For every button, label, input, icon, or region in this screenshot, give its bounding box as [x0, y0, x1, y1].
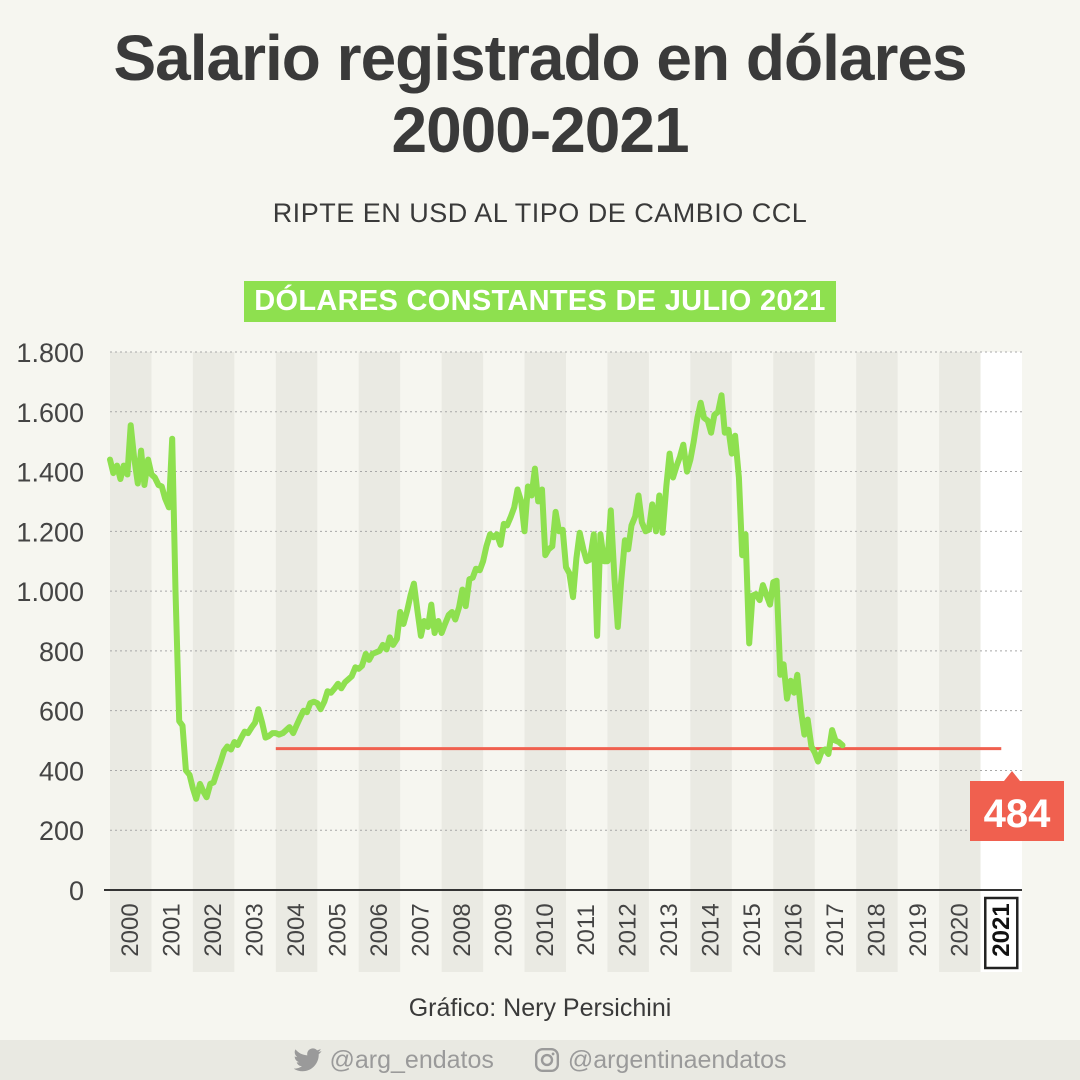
y-tick-label: 0 — [69, 876, 84, 906]
x-tick-label-2008: 2008 — [449, 903, 476, 956]
chart-title: Salario registrado en dólares 2000-2021 — [0, 22, 1080, 166]
x-tick-label-2012: 2012 — [615, 903, 642, 956]
y-tick-label: 600 — [39, 697, 84, 727]
x-tick-label-2005: 2005 — [325, 903, 352, 956]
x-tick-label-2009: 2009 — [490, 903, 517, 956]
x-tick-label-2000: 2000 — [117, 903, 144, 956]
y-tick-label: 200 — [39, 816, 84, 846]
year-band-2014 — [690, 352, 732, 972]
x-tick-label-2014: 2014 — [698, 903, 725, 956]
year-band-2020 — [939, 352, 981, 972]
instagram-icon — [534, 1047, 559, 1073]
year-band-2004 — [275, 352, 318, 972]
year-band-2010 — [524, 352, 566, 972]
y-tick-label: 1.400 — [16, 458, 84, 488]
badge-container: DÓLARES CONSTANTES DE JULIO 2021 — [0, 281, 1080, 322]
year-band-2002 — [192, 352, 235, 972]
y-tick-label: 800 — [39, 637, 84, 667]
year-band-2021 — [980, 352, 1022, 972]
x-tick-label-2004: 2004 — [283, 903, 310, 956]
year-band-2012 — [607, 352, 649, 972]
year-band-2018 — [856, 352, 898, 972]
x-tick-label-2001: 2001 — [159, 903, 186, 956]
x-tick-label-2002: 2002 — [200, 903, 227, 956]
highlight-year-box — [984, 896, 1019, 970]
x-tick-label-2019: 2019 — [905, 903, 932, 956]
last-value-label: 484 — [984, 792, 1051, 836]
x-tick-label-2006: 2006 — [366, 903, 393, 956]
x-tick-label-2021: 2021 — [988, 903, 1015, 956]
x-tick-label-2010: 2010 — [532, 903, 559, 956]
x-tick-label-2003: 2003 — [242, 903, 269, 956]
year-band-2008 — [441, 352, 484, 972]
x-tick-label-2007: 2007 — [407, 903, 434, 956]
chart-title-line-1: Salario registrado en dólares — [113, 22, 967, 94]
instagram-handle-text: @argentinaendatos — [567, 1045, 787, 1074]
x-tick-label-2018: 2018 — [863, 903, 890, 956]
x-tick-label-2020: 2020 — [946, 903, 973, 956]
y-tick-label: 400 — [39, 756, 84, 786]
footer-bar: @arg_endatos @argentinaendatos — [0, 1040, 1080, 1080]
y-tick-label: 1.600 — [16, 398, 84, 428]
x-tick-label-2015: 2015 — [739, 903, 766, 956]
chart-credit: Gráfico: Nery Persichini — [408, 994, 672, 1022]
units-badge: DÓLARES CONSTANTES DE JULIO 2021 — [244, 281, 836, 322]
last-value-box — [970, 781, 1064, 841]
chart-title-line-2: 2000-2021 — [391, 94, 689, 166]
salary-series-line — [107, 392, 846, 802]
x-tick-label-2011: 2011 — [573, 904, 600, 956]
line-chart: 0 200 400 600 800 1.000 1.200 1.400 1.600 1.800 20… — [16, 338, 1064, 972]
y-tick-label: 1.200 — [16, 517, 84, 547]
y-tick-label: 1.000 — [16, 577, 84, 607]
twitter-handle[interactable]: @arg_endatos — [293, 1045, 494, 1075]
instagram-handle[interactable]: @argentinaendatos — [534, 1045, 787, 1075]
chart-subtitle: RIPTE EN USD AL TIPO DE CAMBIO CCL — [272, 198, 808, 228]
last-value-pointer — [1004, 771, 1020, 781]
x-tick-label-2017: 2017 — [822, 903, 849, 956]
twitter-handle-text: @arg_endatos — [329, 1045, 494, 1074]
twitter-bird-icon — [293, 1048, 322, 1072]
y-tick-label: 1.800 — [16, 338, 84, 368]
x-tick-label-2016: 2016 — [781, 903, 808, 956]
x-tick-label-2013: 2013 — [656, 903, 683, 956]
